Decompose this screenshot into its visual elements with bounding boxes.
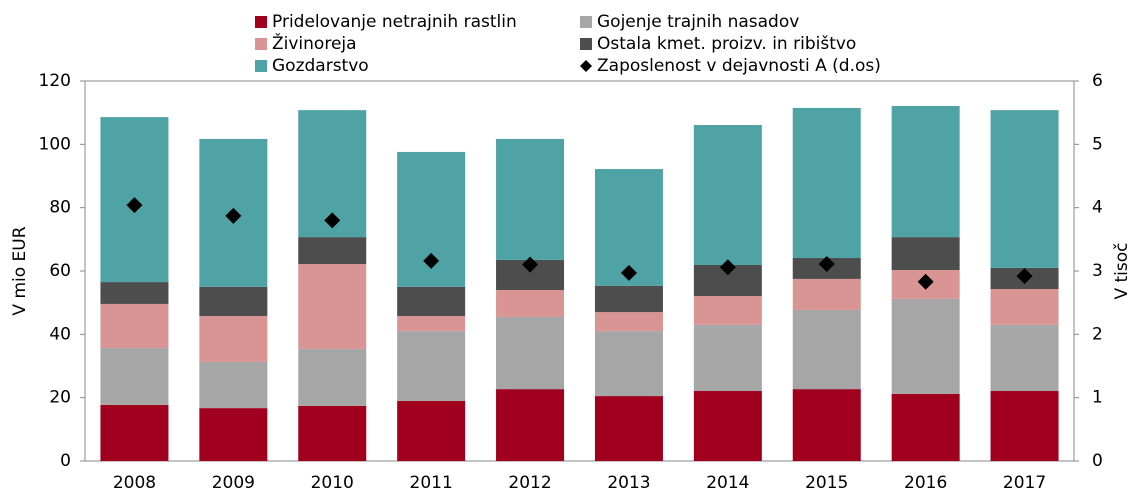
bar-segment: [298, 405, 367, 461]
marker: [126, 197, 143, 214]
y2-axis-label: V tisoč: [1112, 242, 1132, 299]
y-tick-label: 80: [49, 198, 71, 218]
bar-segment: [496, 138, 565, 260]
y-tick-label: 120: [39, 71, 71, 91]
bar-segment: [891, 237, 960, 271]
x-tick-label: 2014: [706, 473, 749, 493]
y-tick-label: 40: [49, 324, 71, 344]
bar-segment: [594, 285, 663, 313]
legend-swatch: [255, 38, 267, 50]
legend-swatch: [255, 60, 267, 72]
bar-segment: [792, 107, 861, 259]
bar-segment: [693, 296, 762, 325]
bar-segment: [891, 298, 960, 394]
legend-marker: [580, 60, 592, 72]
bar-segment: [792, 389, 861, 461]
x-tick-label: 2011: [410, 473, 453, 493]
bar-segment: [496, 316, 565, 390]
legend-swatch: [580, 38, 592, 50]
y-tick-label: 20: [49, 388, 71, 408]
bar-segment: [693, 391, 762, 461]
bar-segment: [693, 324, 762, 392]
marker: [423, 252, 440, 269]
bar-segment: [397, 331, 466, 401]
legend-label: Gojenje trajnih nasadov: [597, 12, 799, 32]
bar-segment: [298, 348, 367, 406]
y-tick-label: 100: [39, 134, 71, 154]
y-tick-label: 0: [60, 451, 71, 471]
bar-segment: [298, 264, 367, 349]
bar-segment: [990, 289, 1059, 325]
bar-segment: [397, 286, 466, 316]
y2-tick-label: 5: [1092, 134, 1103, 154]
x-tick-label: 2010: [311, 473, 354, 493]
bar-segment: [199, 408, 268, 461]
bar-segment: [100, 303, 169, 348]
bar-segment: [594, 331, 663, 397]
y2-tick-label: 6: [1092, 71, 1103, 91]
bar-segment: [100, 282, 169, 304]
bar-segment: [594, 396, 663, 461]
y2-tick-label: 0: [1092, 451, 1103, 471]
y2-tick-label: 3: [1092, 261, 1103, 281]
x-tick-label: 2012: [508, 473, 551, 493]
bar-segment: [199, 361, 268, 409]
marker: [1016, 268, 1033, 285]
bar-segment: [792, 309, 861, 390]
x-tick-label: 2013: [607, 473, 650, 493]
marker: [324, 212, 341, 229]
bar-segment: [693, 125, 762, 265]
legend-swatch: [255, 16, 267, 28]
y2-tick-label: 2: [1092, 324, 1103, 344]
marker: [719, 259, 736, 276]
x-tick-label: 2016: [904, 473, 947, 493]
marker: [522, 256, 539, 273]
marker: [818, 256, 835, 273]
x-tick-label: 2015: [805, 473, 848, 493]
bar-segment: [100, 404, 169, 461]
bar-segment: [496, 290, 565, 317]
x-tick-label: 2017: [1003, 473, 1046, 493]
marker: [917, 273, 934, 290]
x-tick-label: 2008: [113, 473, 156, 493]
bar-segment: [891, 393, 960, 461]
y2-tick-label: 1: [1092, 388, 1103, 408]
bar-segment: [792, 278, 861, 310]
marker: [225, 207, 242, 224]
bar-segment: [199, 286, 268, 316]
bar-segment: [397, 315, 466, 332]
x-tick-label: 2009: [212, 473, 255, 493]
bar-segment: [199, 315, 268, 362]
y-tick-label: 60: [49, 261, 71, 281]
bar-segment: [397, 400, 466, 461]
legend-label: Zaposlenost v dejavnosti A (d.os): [597, 56, 881, 76]
marker: [620, 264, 637, 281]
legend-label: Živinoreja: [272, 32, 357, 54]
bar-segment: [990, 110, 1059, 268]
bar-segment: [496, 389, 565, 461]
legend-label: Gozdarstvo: [272, 56, 369, 76]
legend-swatch: [580, 16, 592, 28]
legend-label: Ostala kmet. proizv. in ribištvo: [597, 34, 856, 54]
bar-segment: [298, 237, 367, 265]
y-axis-label: V mio EUR: [10, 226, 30, 315]
bar-segment: [990, 391, 1059, 461]
bar-segment: [594, 312, 663, 332]
bar-segment: [891, 106, 960, 238]
bar-segment: [100, 347, 169, 405]
legend-label: Pridelovanje netrajnih rastlin: [272, 12, 517, 32]
bar-segment: [990, 324, 1059, 392]
y2-tick-label: 4: [1092, 198, 1103, 218]
